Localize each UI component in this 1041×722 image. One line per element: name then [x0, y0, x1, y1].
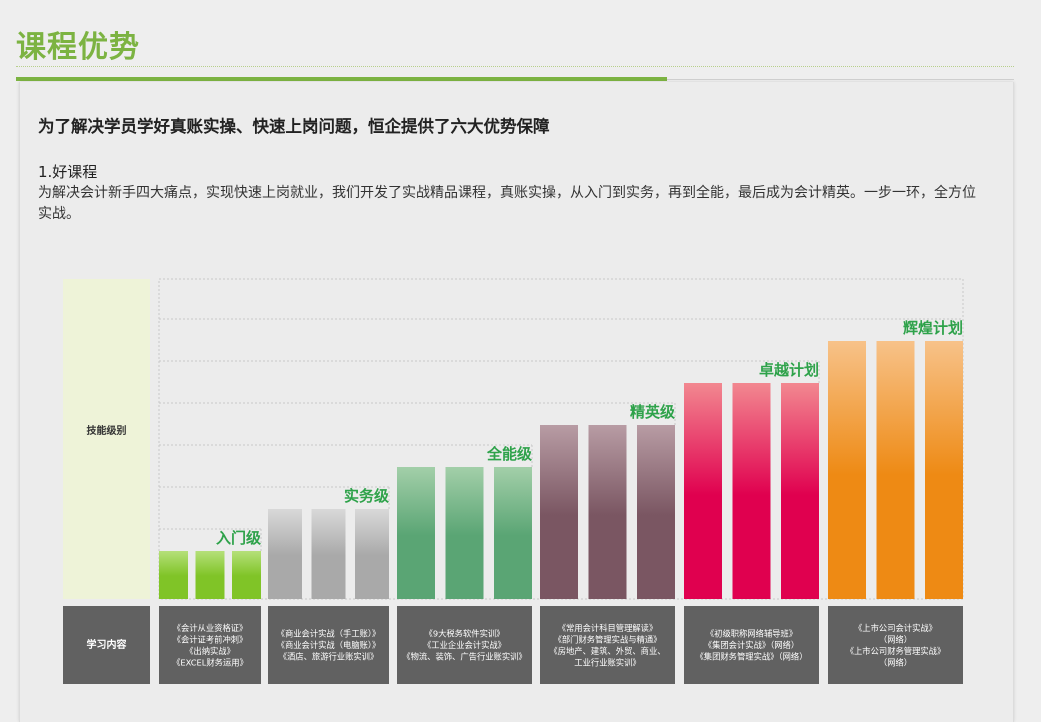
- content-line: 《初级职称网络辅导班》: [706, 629, 797, 639]
- content-line: 《部门财务管理实战与精通》: [554, 634, 662, 644]
- course-level-chart: 技能级别 学习内容 入门级《会计从业资格证》《会计证考前冲刺》《出纳实战》《EX…: [63, 278, 964, 684]
- content-line: 《工业企业会计实战》: [423, 640, 506, 650]
- title-dotted-divider: [16, 66, 1014, 67]
- content-line: 《物流、装饰、广告行业账实训》: [402, 652, 526, 662]
- content-line: 《酒店、旅游行业账实训》: [279, 652, 379, 662]
- content-line: 工业行业账实训》: [574, 657, 640, 667]
- content-box: [540, 606, 675, 684]
- bar-3-3: [494, 467, 532, 599]
- bar-5-3: [781, 383, 819, 599]
- content-line: 《集团会计实战》（网络）: [704, 640, 799, 650]
- section-title: 课程优势: [16, 30, 140, 65]
- skill-row-label-box: [63, 279, 150, 599]
- level-label: 辉煌计划: [903, 319, 963, 337]
- content-box: [684, 606, 819, 684]
- bar-1-3: [232, 551, 261, 599]
- bar-6-1: [828, 341, 866, 599]
- content-line: 《商业会计实战（电脑账）》: [277, 640, 381, 650]
- bar-4-2: [588, 425, 627, 599]
- content-line: 《商业会计实战（手工账）》: [277, 629, 381, 639]
- content-line: 《出纳实战》: [185, 646, 235, 656]
- content-box: [268, 606, 389, 684]
- content-box: [828, 606, 963, 684]
- content-line: 《EXCEL财务运用》: [172, 657, 248, 667]
- title-green-underline: [16, 77, 667, 81]
- content-line: 《上市公司财务管理实战》: [846, 646, 946, 656]
- bar-3-2: [445, 467, 484, 599]
- bar-4-1: [540, 425, 578, 599]
- level-label: 实务级: [344, 487, 390, 505]
- level-label: 入门级: [216, 529, 262, 547]
- content-line: 《会计证考前冲刺》: [173, 634, 248, 644]
- bar-5-2: [732, 383, 771, 599]
- content-line: （网络）: [879, 657, 912, 667]
- content-box: [397, 606, 532, 684]
- bar-3-1: [397, 467, 435, 599]
- bar-2-1: [268, 509, 302, 599]
- level-label: 精英级: [630, 403, 676, 421]
- intro-headline: 为了解决学员学好真账实操、快速上岗问题，恒企提供了六大优势保障: [38, 117, 550, 136]
- bar-4-3: [637, 425, 675, 599]
- skill-row-label: 技能级别: [87, 424, 127, 437]
- content-row-label: 学习内容: [87, 638, 127, 651]
- bar-1-1: [159, 551, 188, 599]
- content-line: 《会计从业资格证》: [173, 623, 248, 633]
- level-label: 全能级: [486, 445, 533, 463]
- content-line: 《上市公司会计实战》: [854, 623, 937, 633]
- bar-6-2: [876, 341, 915, 599]
- content-row-label-box: [63, 606, 150, 684]
- title-gray-underline: [667, 79, 1014, 80]
- content-line: 《房地产、建筑、外贸、商业、: [549, 646, 665, 656]
- content-line: （网络）: [879, 634, 912, 644]
- bar-2-3: [355, 509, 389, 599]
- content-line: 《集团财务管理实战》（网络）: [695, 652, 807, 662]
- content-line: 《9大税务软件实训》: [425, 629, 505, 639]
- chart-marks: 入门级《会计从业资格证》《会计证考前冲刺》《出纳实战》《EXCEL财务运用》 实务…: [158, 278, 964, 684]
- bar-1-2: [195, 551, 225, 599]
- level-label: 卓越计划: [759, 361, 819, 379]
- bar-2-2: [311, 509, 346, 599]
- intro-paragraph: 为解决会计新手四大痛点，实现快速上岗就业，我们开发了实战精品课程，真账实操，从入…: [38, 185, 976, 222]
- content-line: 《常用会计科目管理解读》: [558, 623, 658, 633]
- bar-6-3: [925, 341, 963, 599]
- intro-subheading: 1.好课程: [38, 163, 98, 181]
- content-box: [159, 606, 261, 684]
- bar-5-1: [684, 383, 722, 599]
